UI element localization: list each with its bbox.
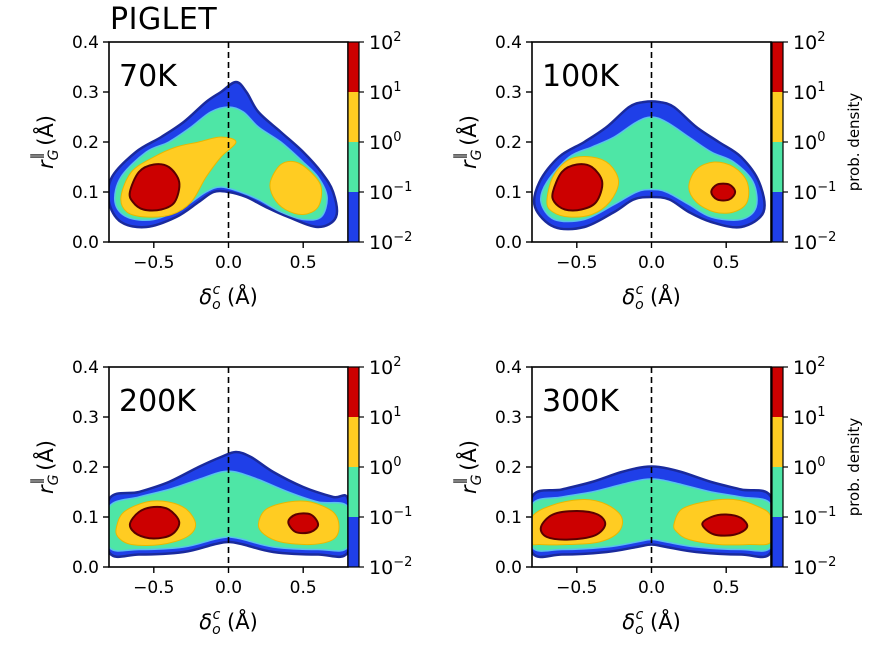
x-tick-label: 0.0: [215, 578, 242, 598]
x-tick-label: 0.5: [290, 253, 317, 273]
y-tick-label: 0.2: [72, 133, 99, 153]
y-tick-label: 0.0: [495, 233, 522, 253]
colorbar-tick-label: 100: [369, 130, 401, 154]
density-peak-0: [539, 509, 607, 541]
y-tick-label: 0.0: [495, 558, 522, 578]
colorbar-tick-label: 102: [369, 355, 401, 379]
y-tick-label: 0.0: [72, 233, 99, 253]
contour-layer: [532, 100, 766, 231]
x-tick-label: −0.5: [556, 253, 597, 273]
y-tick-label: 0.1: [495, 508, 522, 528]
x-tick-label: 0.0: [638, 253, 665, 273]
colorbar-segment: [348, 42, 359, 92]
panel-label: 70K: [119, 59, 178, 94]
y-axis-label: rG∥ (Å): [452, 115, 485, 169]
y-tick-label: 0.1: [72, 508, 99, 528]
y-tick-label: 0.1: [495, 183, 522, 203]
colorbar-segment: [772, 367, 783, 417]
x-tick-label: −0.5: [133, 578, 174, 598]
x-tick-label: 0.0: [638, 578, 665, 598]
colorbar-segment: [772, 417, 783, 467]
colorbar-segment: [772, 517, 783, 567]
colorbar-tick-label: 10−1: [793, 180, 836, 204]
colorbar-segment: [772, 42, 783, 92]
colorbar-segment: [772, 142, 783, 192]
y-tick-label: 0.4: [495, 358, 522, 378]
colorbar-tick-label: 100: [793, 455, 825, 479]
colorbar-segment: [348, 367, 359, 417]
x-axis-label: δoc (Å): [622, 607, 681, 638]
density-peak-1: [701, 513, 749, 537]
colorbar-tick-label: 101: [369, 80, 401, 104]
x-tick-label: 0.5: [713, 253, 740, 273]
y-tick-label: 0.1: [72, 183, 99, 203]
x-axis-label: δoc (Å): [199, 282, 258, 313]
y-tick-label: 0.4: [495, 33, 522, 53]
panel-200K: 200K −0.5 0.0 0.5 0.0 0.1 0.2 0.3 0.4 δoc (Å) rG∥ …: [29, 355, 412, 638]
density-peak-0: [551, 163, 604, 212]
colorbar-segment: [772, 467, 783, 517]
x-tick-label: 0.5: [713, 578, 740, 598]
colorbar-segment: [348, 417, 359, 467]
y-tick-label: 0.0: [72, 558, 99, 578]
panel-300K: 300K −0.5 0.0 0.5 0.0 0.1 0.2 0.3 0.4 δoc (Å) rG∥ …: [452, 355, 863, 638]
panel-label: 300K: [542, 384, 620, 419]
colorbar-tick-label: 10−2: [793, 230, 836, 254]
colorbar-segment: [348, 92, 359, 142]
colorbar-tick-label: 101: [793, 80, 825, 104]
y-tick-label: 0.3: [72, 83, 99, 103]
x-tick-label: 0.0: [215, 253, 242, 273]
x-tick-label: 0.5: [290, 578, 317, 598]
panel-70K: 70K −0.5 0.0 0.5 0.0 0.1 0.2 0.3 0.4 δoc (Å) rG∥ (…: [29, 30, 412, 313]
colorbar-tick-label: 10−2: [369, 555, 412, 579]
colorbar-label: prob. density: [845, 93, 863, 192]
panel-label: 100K: [542, 59, 620, 94]
colorbar-tick-label: 102: [793, 30, 825, 54]
y-tick-label: 0.3: [495, 83, 522, 103]
y-tick-label: 0.2: [495, 458, 522, 478]
y-axis-label: rG∥ (Å): [29, 440, 62, 494]
density-peak-1: [287, 512, 320, 535]
y-axis-label: rG∥ (Å): [452, 440, 485, 494]
colorbar-tick-label: 10−1: [369, 180, 412, 204]
colorbar-tick-label: 100: [793, 130, 825, 154]
colorbar-tick-label: 102: [793, 355, 825, 379]
y-axis-label: rG∥ (Å): [29, 115, 62, 169]
y-tick-label: 0.2: [72, 458, 99, 478]
colorbar-segment: [772, 192, 783, 242]
colorbar-tick-label: 10−2: [793, 555, 836, 579]
density-peak-0: [128, 505, 181, 540]
density-peak-0: [128, 163, 181, 212]
colorbar-tick-label: 101: [369, 405, 401, 429]
density-peak-1: [710, 182, 737, 202]
colorbar-tick-label: 102: [369, 30, 401, 54]
y-tick-label: 0.4: [72, 358, 99, 378]
colorbar-segment: [348, 192, 359, 242]
colorbar-tick-label: 10−2: [369, 230, 412, 254]
colorbar-segment: [348, 517, 359, 567]
colorbar-tick-label: 101: [793, 405, 825, 429]
colorbar-label: prob. density: [845, 418, 863, 517]
colorbar-segment: [772, 92, 783, 142]
colorbar-tick-label: 10−1: [793, 505, 836, 529]
x-tick-label: −0.5: [133, 253, 174, 273]
colorbar-tick-label: 100: [369, 455, 401, 479]
y-tick-label: 0.3: [72, 408, 99, 428]
colorbar-segment: [348, 467, 359, 517]
colorbar-segment: [348, 142, 359, 192]
x-axis-label: δoc (Å): [622, 282, 681, 313]
panel-100K: 100K −0.5 0.0 0.5 0.0 0.1 0.2 0.3 0.4 δoc (Å) rG∥ …: [452, 30, 863, 313]
x-axis-label: δoc (Å): [199, 607, 258, 638]
density-region-high-right: [269, 160, 323, 216]
y-tick-label: 0.3: [495, 408, 522, 428]
contour-layer: [109, 80, 339, 229]
x-tick-label: −0.5: [556, 578, 597, 598]
y-tick-label: 0.2: [495, 133, 522, 153]
y-tick-label: 0.4: [72, 33, 99, 53]
colorbar-tick-label: 10−1: [369, 505, 412, 529]
panel-label: 200K: [119, 384, 197, 419]
figure-title: PIGLET: [110, 2, 218, 37]
